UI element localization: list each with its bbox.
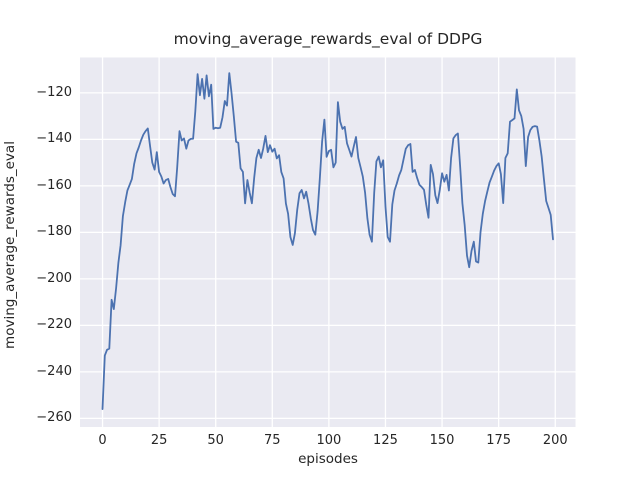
y-axis-label: moving_average_rewards_eval — [2, 141, 18, 349]
x-tick-label: 25 — [150, 433, 168, 448]
x-tick-label: 200 — [542, 433, 568, 448]
x-tick-label: 100 — [316, 433, 342, 448]
series-line-moving_average_rewards_eval — [101, 72, 554, 411]
y-tick-label: −200 — [36, 270, 72, 286]
y-tick-label: −160 — [36, 177, 72, 193]
plot-area — [80, 57, 576, 427]
x-tick-label: 0 — [98, 433, 107, 448]
y-tick-label: −260 — [36, 410, 72, 426]
chart-title: moving_average_rewards_eval of DDPG — [173, 30, 483, 48]
y-tick-label: −180 — [36, 224, 72, 240]
x-axis-label: episodes — [298, 451, 358, 467]
x-tick-label: 150 — [429, 433, 455, 448]
x-tick-label: 50 — [207, 433, 224, 448]
y-tick-label: −220 — [36, 317, 72, 333]
x-tick-label: 175 — [486, 433, 512, 448]
y-tick-label: −240 — [36, 363, 72, 379]
y-tick-label: −140 — [36, 131, 72, 147]
y-tick-label: −120 — [36, 84, 72, 100]
x-tick-label: 125 — [373, 433, 398, 448]
x-tick-label: 75 — [264, 433, 281, 448]
